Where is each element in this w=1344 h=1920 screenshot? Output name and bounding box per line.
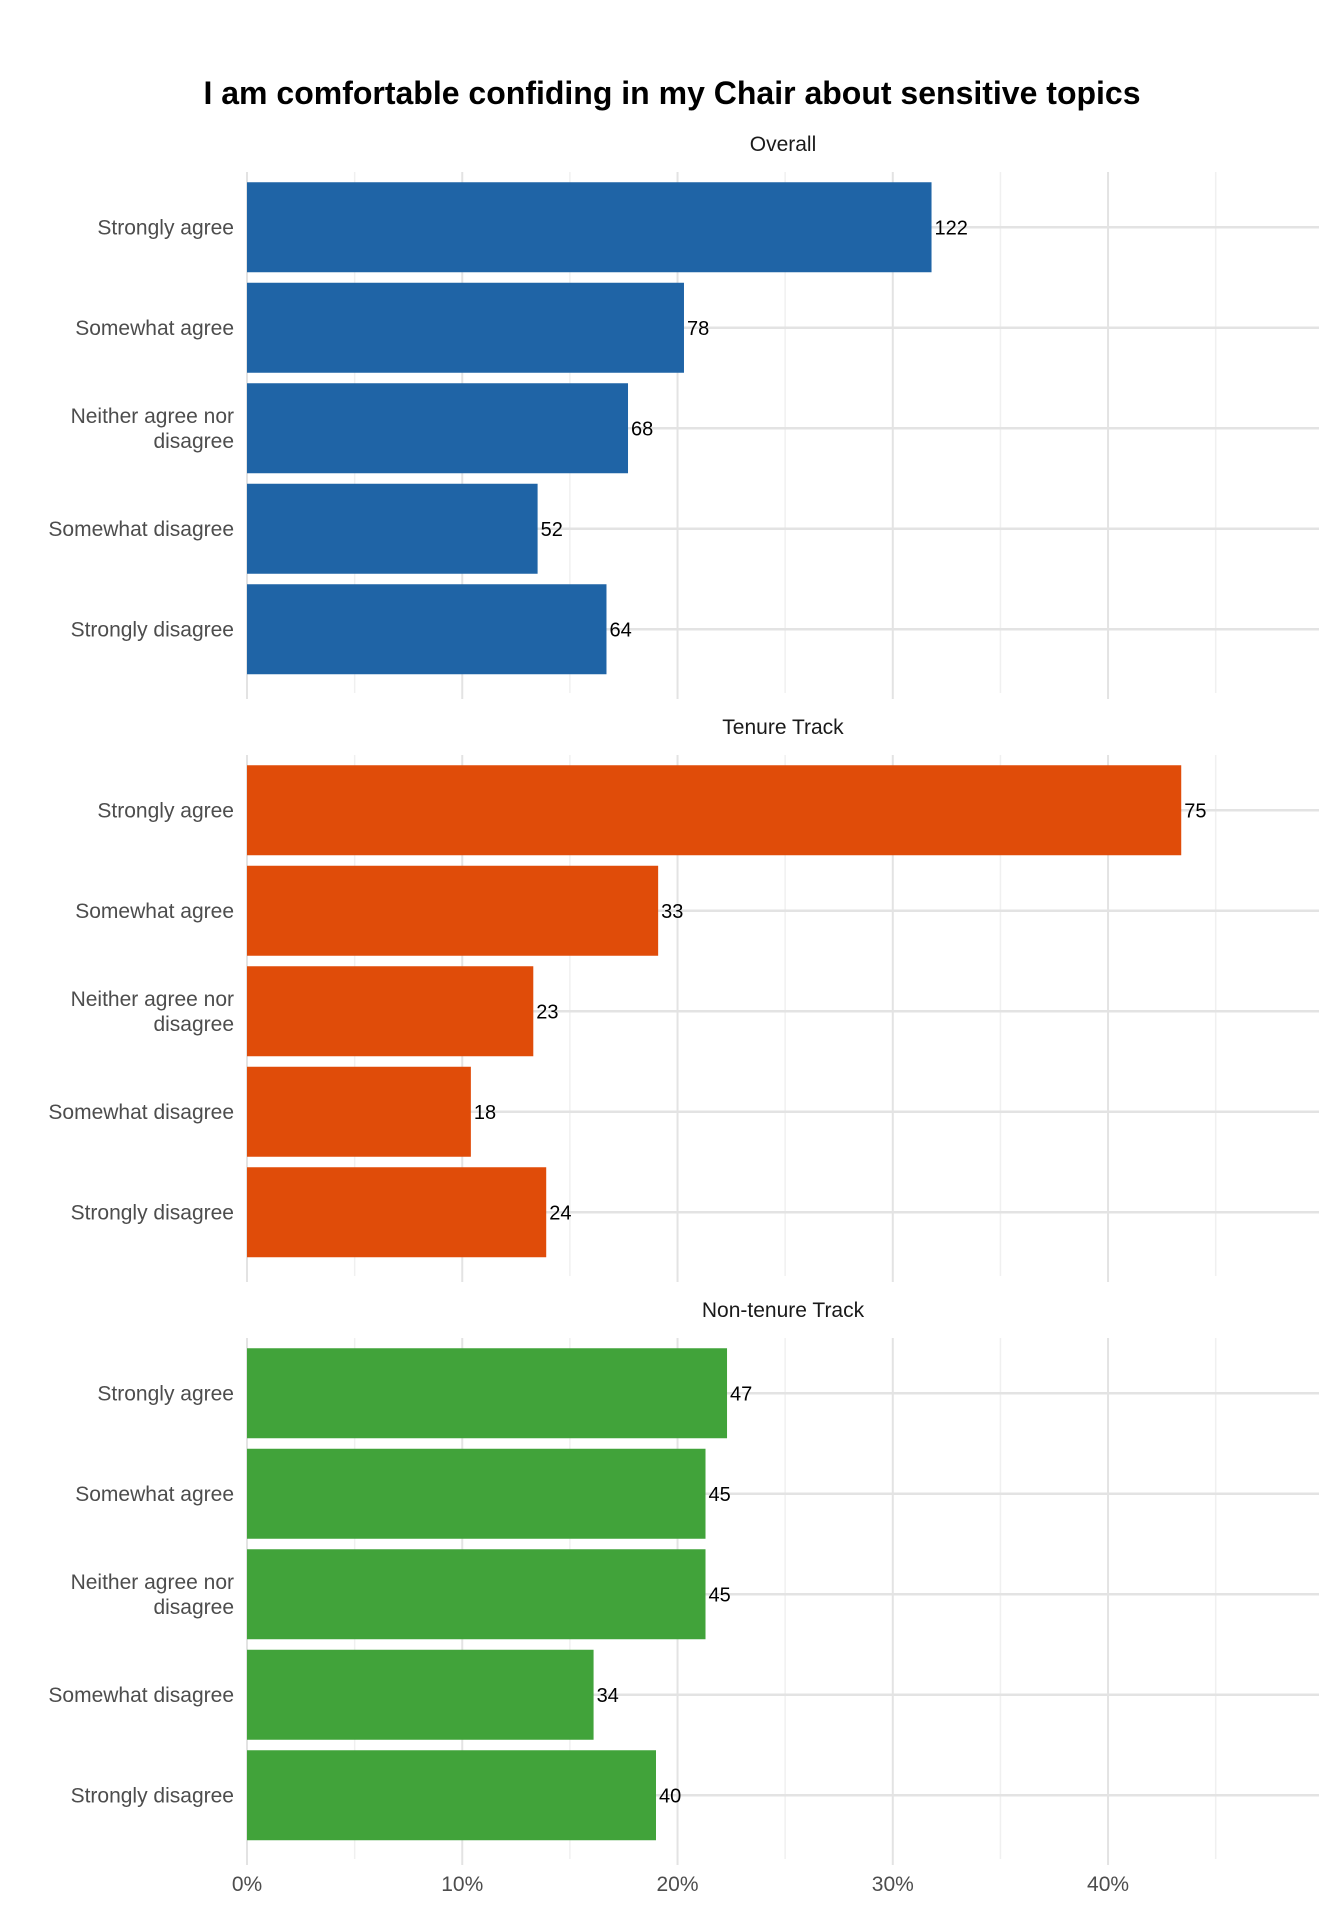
x-tick-label: 10% — [441, 1873, 483, 1896]
category-label: Strongly disagree — [71, 618, 234, 641]
data-label: 18 — [474, 1102, 496, 1124]
data-label: 52 — [541, 519, 563, 541]
data-label: 24 — [549, 1202, 571, 1224]
category-label: Somewhat agree — [75, 317, 234, 340]
x-tick-label: 0% — [232, 1873, 262, 1896]
facet-strip-label: Non-tenure Track — [702, 1299, 865, 1322]
data-label: 64 — [609, 619, 631, 641]
bar — [247, 1549, 706, 1640]
data-label: 33 — [661, 901, 683, 923]
bar — [247, 966, 534, 1057]
bar — [247, 765, 1182, 856]
bar — [247, 282, 684, 373]
data-label: 45 — [709, 1584, 731, 1606]
category-label: Strongly disagree — [71, 1784, 234, 1807]
bar — [247, 584, 607, 675]
bar — [247, 1348, 728, 1439]
data-label: 40 — [659, 1785, 681, 1807]
facet-strip-label: Tenure Track — [722, 716, 844, 739]
data-label: 23 — [536, 1001, 558, 1023]
x-tick-label: 40% — [1087, 1873, 1129, 1896]
bar — [247, 182, 932, 273]
category-label: Strongly disagree — [71, 1201, 234, 1224]
category-label: disagree — [153, 1013, 234, 1036]
category-label: Strongly agree — [97, 799, 234, 822]
bar — [247, 1750, 656, 1841]
x-tick-label: 20% — [657, 1873, 699, 1896]
data-label: 45 — [709, 1484, 731, 1506]
category-label: Somewhat disagree — [48, 1101, 234, 1124]
data-label: 68 — [631, 418, 653, 440]
category-label: Somewhat agree — [75, 1483, 234, 1506]
category-label: Neither agree nor — [71, 988, 234, 1011]
bar — [247, 1167, 547, 1258]
category-label: disagree — [153, 430, 234, 453]
category-label: disagree — [153, 1596, 234, 1619]
bar — [247, 483, 538, 574]
category-label: Strongly agree — [97, 216, 234, 239]
data-label: 47 — [730, 1383, 752, 1405]
category-label: Strongly agree — [97, 1382, 234, 1405]
category-label: Somewhat disagree — [48, 1684, 234, 1707]
data-label: 75 — [1184, 800, 1206, 822]
category-label: Neither agree nor — [71, 1571, 234, 1594]
facet-panel-tenure-track: Tenure Track 75 Strongly agree 33 Somewhat a… — [48, 716, 1319, 1282]
data-label: 122 — [935, 217, 968, 239]
facet-panel-non-tenure-track: Non-tenure Track 47 Strongly agree 45 Somewh… — [48, 1299, 1319, 1865]
bar — [247, 383, 629, 474]
x-tick-label: 30% — [872, 1873, 914, 1896]
bar — [247, 1448, 706, 1539]
category-label: Neither agree nor — [71, 405, 234, 428]
facet-panel-overall: Overall 122 Strongly agree 78 Somewhat agree… — [48, 133, 1319, 699]
category-label: Somewhat disagree — [48, 518, 234, 541]
data-label: 34 — [597, 1685, 619, 1707]
bar — [247, 1066, 471, 1157]
facet-strip-label: Overall — [750, 133, 817, 156]
bar — [247, 865, 659, 956]
chart-title: I am comfortable confiding in my Chair a… — [203, 75, 1140, 111]
data-label: 78 — [687, 318, 709, 340]
bar — [247, 1649, 594, 1740]
category-label: Somewhat agree — [75, 900, 234, 923]
